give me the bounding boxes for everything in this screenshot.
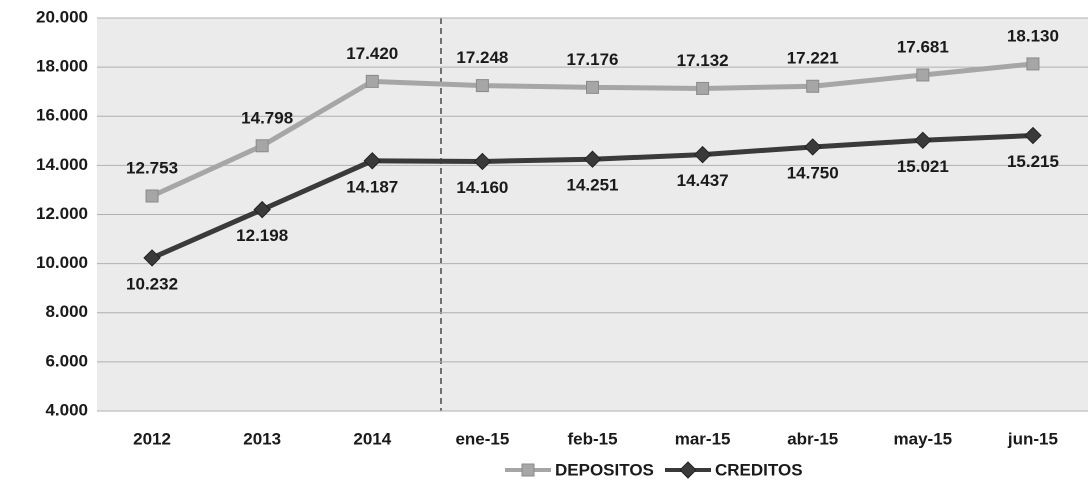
data-label: 18.130 [1007, 26, 1059, 45]
point [475, 79, 489, 93]
point [365, 74, 379, 88]
data-label: 14.798 [241, 108, 293, 127]
data-label: 17.221 [787, 49, 839, 68]
y-tick-label: 16.000 [36, 106, 88, 125]
y-tick-label: 14.000 [36, 155, 88, 174]
data-label: 14.437 [677, 171, 729, 190]
data-label: 17.681 [897, 37, 949, 56]
x-tick-label: 2014 [353, 429, 391, 448]
point [806, 79, 820, 93]
legend-marker [521, 463, 535, 477]
y-tick-label: 18.000 [36, 57, 88, 76]
data-label: 14.251 [567, 176, 619, 195]
data-label: 12.198 [236, 226, 288, 245]
x-tick-label: ene-15 [455, 429, 509, 448]
data-label: 14.750 [787, 163, 839, 182]
data-label: 17.176 [567, 50, 619, 69]
point [586, 80, 599, 94]
legend-label: CREDITOS [715, 460, 803, 479]
x-tick-label: 2013 [243, 429, 281, 448]
point [693, 145, 712, 164]
point [1026, 57, 1040, 71]
x-tick-label: may-15 [894, 429, 953, 448]
point [253, 200, 271, 219]
point [583, 150, 602, 168]
x-tick-label: 2012 [133, 429, 171, 448]
data-label: 17.248 [456, 48, 508, 67]
y-tick-label: 10.000 [36, 253, 88, 272]
point [916, 68, 930, 82]
point [255, 139, 269, 153]
legend-label: DEPOSITOS [555, 460, 654, 479]
y-tick-label: 4.000 [45, 400, 88, 419]
data-label: 12.753 [126, 158, 178, 177]
data-label: 15.021 [897, 157, 949, 176]
point [804, 138, 822, 156]
x-tick-label: jun-15 [1007, 429, 1058, 448]
data-label: 14.187 [346, 177, 398, 196]
data-label: 17.420 [346, 44, 398, 63]
y-tick-label: 20.000 [36, 7, 88, 26]
y-tick-label: 6.000 [45, 351, 88, 370]
data-label: 15.215 [1007, 152, 1059, 171]
point [696, 81, 710, 95]
point [143, 249, 161, 267]
data-label: 14.160 [456, 178, 508, 197]
point [363, 152, 381, 170]
x-tick-label: mar-15 [675, 429, 731, 448]
data-label: 10.232 [126, 274, 178, 293]
x-tick-label: feb-15 [567, 429, 617, 448]
point [473, 152, 492, 171]
data-label: 17.132 [677, 51, 729, 70]
y-tick-label: 8.000 [45, 302, 88, 321]
point [145, 189, 159, 203]
point [914, 131, 932, 150]
point [1024, 126, 1042, 145]
y-tick-label: 12.000 [36, 204, 88, 223]
x-tick-label: abr-15 [787, 429, 838, 448]
legend-marker [679, 461, 697, 479]
